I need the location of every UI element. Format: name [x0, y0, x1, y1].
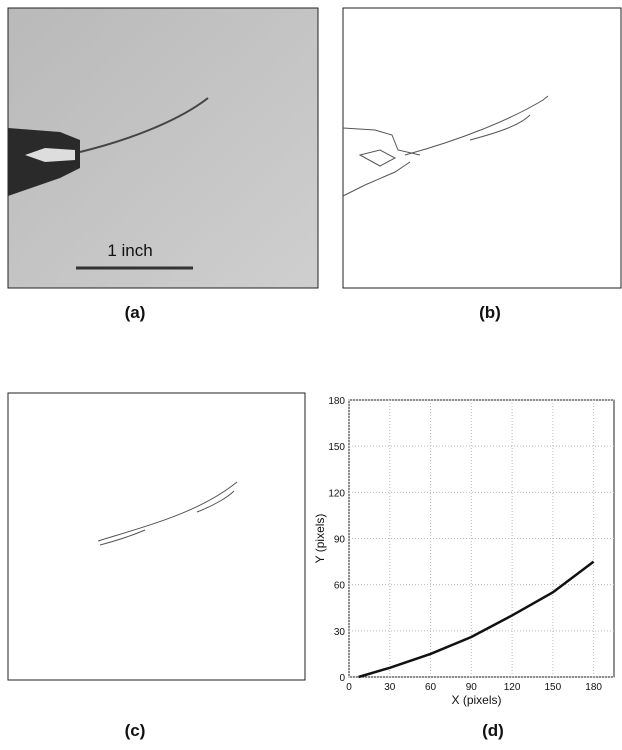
edge-wire — [97, 481, 238, 546]
y-tick-label: 150 — [328, 442, 345, 453]
y-tick-label: 0 — [339, 673, 345, 684]
y-tick-label: 90 — [334, 535, 346, 546]
x-tick-label: 120 — [504, 682, 521, 693]
caption: (c) — [125, 721, 146, 740]
gripper-tip — [25, 148, 75, 162]
frame — [342, 7, 622, 289]
edge-wire — [404, 95, 549, 156]
wire — [79, 97, 209, 153]
data-line — [358, 560, 595, 679]
y-tick-label: 60 — [334, 581, 346, 592]
x-tick-label: 180 — [585, 682, 602, 693]
y-tick-label: 30 — [334, 627, 346, 638]
x-tick-label: 60 — [425, 682, 437, 693]
panel-a: 1 inch (a) — [7, 7, 319, 322]
caption: (b) — [479, 303, 501, 322]
x-tick-label: 30 — [384, 682, 396, 693]
panel-d: 0 30 60 90 120 150 180 0 30 60 90 120 150 180 X (pixel… — [313, 396, 615, 740]
y-tick-label: 180 — [328, 396, 345, 407]
x-axis-label: X (pixels) — [451, 693, 501, 707]
edge-gripper — [342, 127, 421, 197]
x-tick-label: 90 — [466, 682, 478, 693]
panel-b: (b) — [342, 7, 622, 322]
y-tick-label: 120 — [328, 488, 345, 499]
x-tick-label: 150 — [545, 682, 562, 693]
frame — [7, 392, 306, 681]
panel-c: (c) — [7, 392, 306, 740]
caption: (d) — [482, 721, 504, 740]
caption: (a) — [125, 303, 146, 322]
x-tick-label: 0 — [346, 682, 352, 693]
y-axis-label: Y (pixels) — [313, 514, 327, 564]
gripper — [8, 128, 80, 196]
scale-label: 1 inch — [107, 241, 152, 260]
